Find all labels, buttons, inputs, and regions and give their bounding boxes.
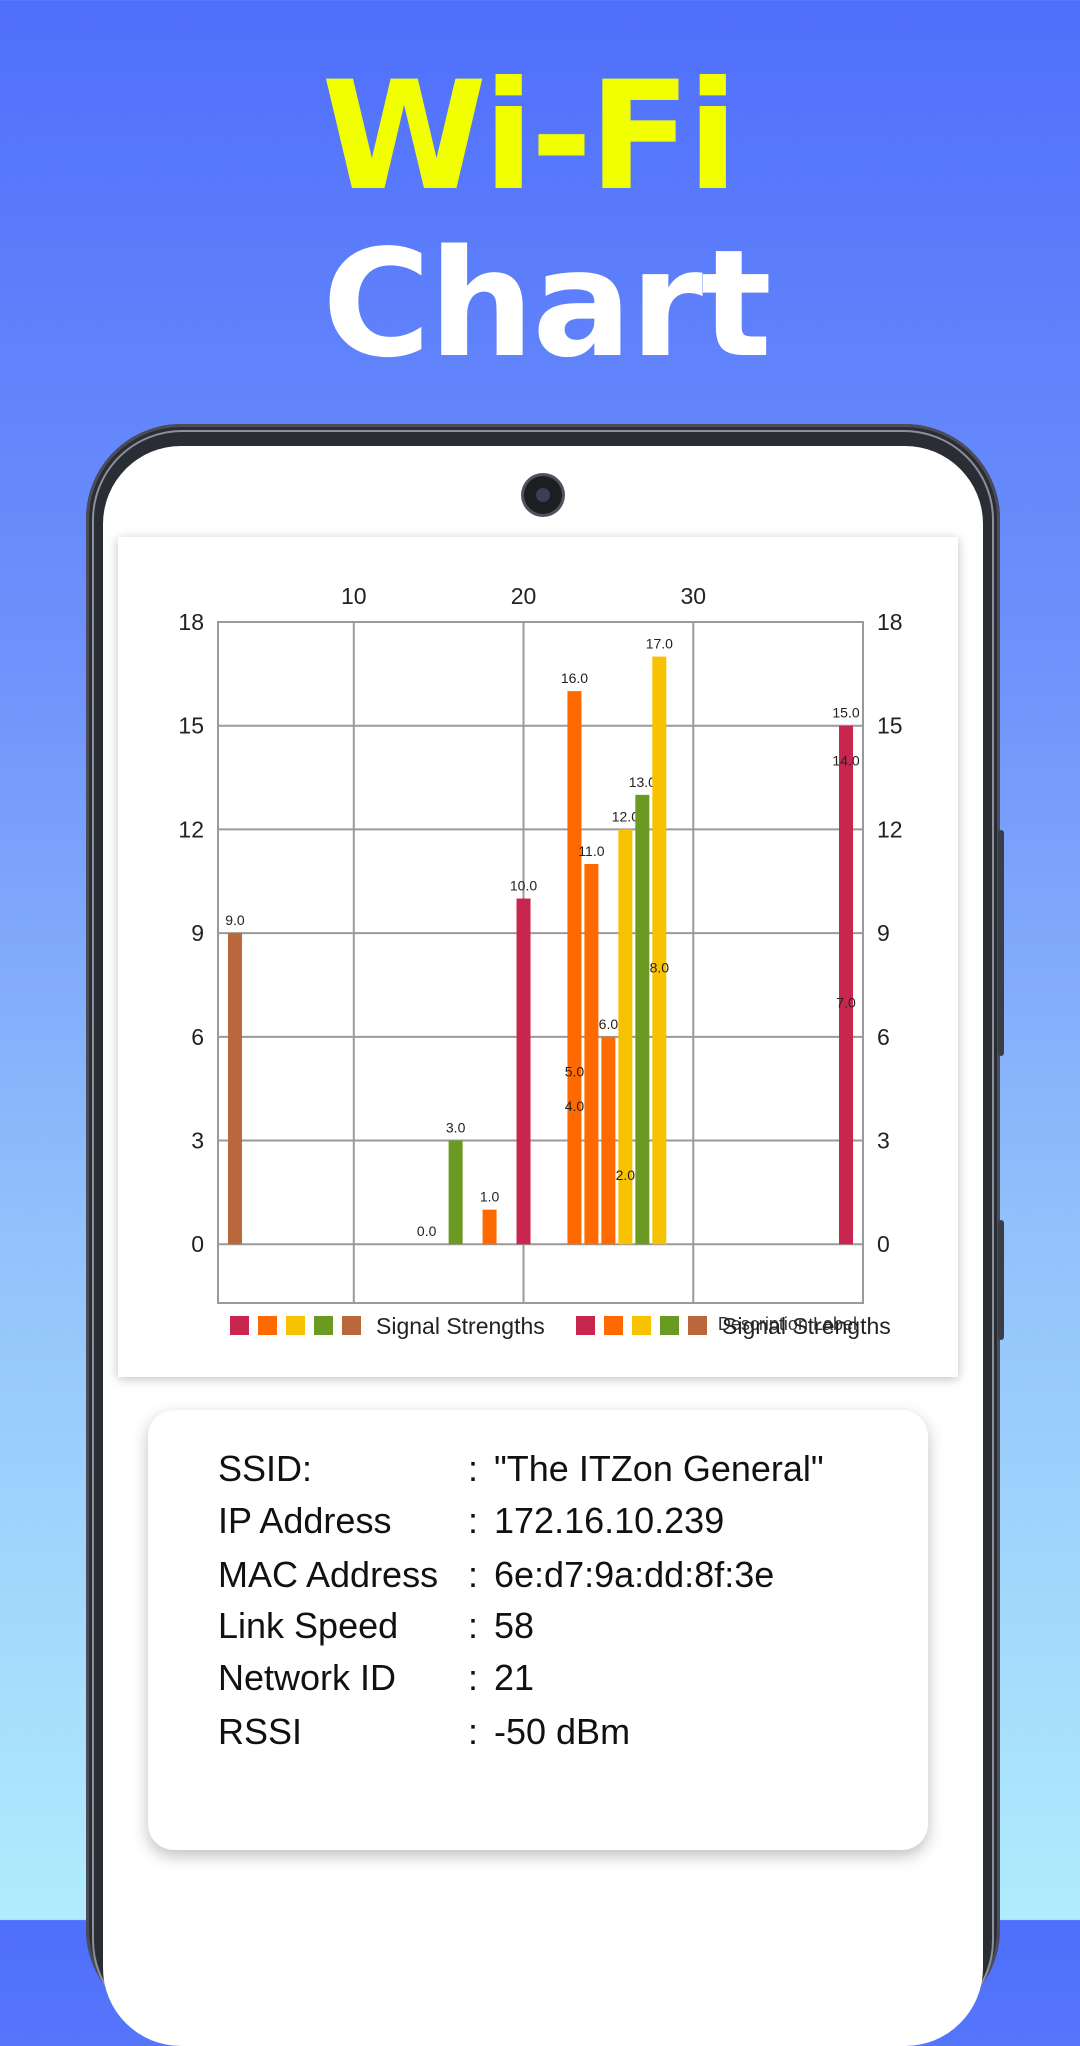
chart-y-tick-left: 12 xyxy=(178,816,204,842)
legend-swatch xyxy=(632,1316,651,1335)
legend-swatch xyxy=(576,1316,595,1335)
info-row: Network ID:21 xyxy=(218,1653,534,1703)
wifi-signal-chart: 0 3 6 9 12 15 18 0 3 6 9 12 15 18 10 20 30 9.0 0.0 3.0 1.0 10… xyxy=(178,583,903,1339)
chart-bar-value-label: 15.0 xyxy=(832,705,859,721)
info-row-label: RSSI xyxy=(218,1711,303,1752)
chart-bar xyxy=(635,794,650,1245)
wifi-chart-card: 0 3 6 9 12 15 18 0 3 6 9 12 15 18 10 20 30 9.0 0.0 3.0 1.0 10… xyxy=(118,537,958,1377)
info-row-value: 6e:d7:9a:dd:8f:3e xyxy=(494,1554,775,1595)
legend-swatch xyxy=(286,1316,305,1335)
chart-bar-value-label: 16.0 xyxy=(561,670,588,686)
chart-inner-value-label: 5.0 xyxy=(565,1063,585,1079)
chart-bar-value-label: 9.0 xyxy=(225,912,245,928)
info-row: MAC Address:6e:d7:9a:dd:8f:3e xyxy=(218,1550,774,1600)
chart-bar-value-label: 10.0 xyxy=(510,878,537,894)
chart-y-tick-right: 6 xyxy=(877,1024,890,1050)
chart-bar xyxy=(567,691,582,1245)
legend-swatch xyxy=(688,1316,707,1335)
chart-y-tick-left: 3 xyxy=(191,1128,204,1154)
info-row-label: SSID: xyxy=(218,1448,313,1489)
chart-y-tick-right: 0 xyxy=(877,1231,890,1257)
info-row-label: Network ID xyxy=(218,1657,397,1698)
info-row-value: 172.16.10.239 xyxy=(494,1500,725,1541)
legend-swatch xyxy=(230,1316,249,1335)
legend-swatch xyxy=(258,1316,277,1335)
phone-screen: 0 3 6 9 12 15 18 0 3 6 9 12 15 18 10 20 30 9.0 0.0 3.0 1.0 10… xyxy=(103,446,983,2046)
info-row-separator: : xyxy=(468,1605,479,1646)
chart-bar-value-label: 6.0 xyxy=(599,1016,619,1032)
legend-label: Signal Strengths xyxy=(722,1313,891,1339)
chart-bar-value-label: 3.0 xyxy=(446,1120,466,1136)
info-row: RSSI: -50 dBm xyxy=(218,1707,630,1757)
chart-bar xyxy=(839,725,854,1245)
info-row-label: IP Address xyxy=(218,1500,392,1541)
legend-swatch xyxy=(342,1316,361,1335)
chart-bar xyxy=(584,863,599,1245)
chart-plot-frame xyxy=(217,621,864,1304)
chart-bar xyxy=(652,656,667,1245)
chart-inner-value-label: 8.0 xyxy=(650,960,670,976)
chart-x-tick-top: 30 xyxy=(680,583,706,609)
chart-y-tick-left: 15 xyxy=(178,713,204,739)
chart-bar-value-label: 1.0 xyxy=(480,1189,500,1205)
info-row-value: 58 xyxy=(494,1605,535,1646)
chart-bar xyxy=(516,898,531,1245)
promo-title-wifi: Wi-Fi xyxy=(321,50,738,224)
chart-y-tick-right: 9 xyxy=(877,920,890,946)
network-info-card: SSID:: "The ITZon General" IP Address:172.… xyxy=(148,1410,928,1850)
chart-y-tick-left: 9 xyxy=(191,920,204,946)
phone-volume-button xyxy=(998,830,1004,1056)
chart-x-tick-top: 20 xyxy=(511,583,537,609)
chart-y-tick-right: 15 xyxy=(877,713,903,739)
legend-label: Signal Strengths xyxy=(376,1313,545,1339)
phone-power-button xyxy=(998,1220,1004,1340)
info-row-value: "The ITZon General" xyxy=(494,1448,824,1489)
chart-inner-value-label: 4.0 xyxy=(565,1098,585,1114)
info-row-separator: : xyxy=(468,1448,479,1489)
info-row-separator: : xyxy=(468,1554,479,1595)
promo-title-chart: Chart xyxy=(322,218,772,390)
chart-y-tick-right: 3 xyxy=(877,1128,890,1154)
front-camera xyxy=(524,476,562,514)
chart-bar xyxy=(227,933,242,1245)
chart-bar-value-label: 11.0 xyxy=(578,843,604,859)
info-row: SSID:: "The ITZon General" xyxy=(218,1444,824,1494)
chart-bar-value-label: 0.0 xyxy=(417,1223,437,1239)
chart-bar-value-label: 12.0 xyxy=(612,808,639,824)
chart-inner-value-label: 14.0 xyxy=(832,752,859,768)
legend-swatch xyxy=(604,1316,623,1335)
chart-y-tick-left: 6 xyxy=(191,1024,204,1050)
chart-description-label: Description Label xyxy=(718,1314,857,1334)
legend-swatch xyxy=(314,1316,333,1335)
info-row-value: 21 xyxy=(494,1657,535,1698)
chart-bar xyxy=(448,1140,463,1245)
chart-inner-value-label: 2.0 xyxy=(616,1167,636,1183)
info-row: IP Address:172.16.10.239 xyxy=(218,1496,724,1546)
chart-bar xyxy=(601,1036,616,1245)
info-row-separator: : xyxy=(468,1711,479,1752)
chart-inner-value-label: 7.0 xyxy=(836,994,856,1010)
chart-bar xyxy=(618,829,633,1245)
info-row-label: MAC Address xyxy=(218,1554,439,1595)
chart-x-tick-top: 10 xyxy=(341,583,367,609)
info-row-value: -50 dBm xyxy=(494,1711,631,1752)
chart-y-tick-left: 0 xyxy=(191,1231,204,1257)
info-row-separator: : xyxy=(468,1500,479,1541)
chart-bar-value-label: 17.0 xyxy=(646,636,673,652)
chart-bar xyxy=(482,1209,497,1245)
legend-swatch xyxy=(660,1316,679,1335)
info-row-separator: : xyxy=(468,1657,479,1698)
info-row: Link Speed:58 xyxy=(218,1601,534,1651)
chart-bar-value-label: 13.0 xyxy=(629,774,656,790)
info-row-label: Link Speed xyxy=(218,1605,399,1646)
chart-y-tick-right: 12 xyxy=(877,816,903,842)
chart-y-tick-right: 18 xyxy=(877,609,903,635)
chart-y-tick-left: 18 xyxy=(178,609,204,635)
